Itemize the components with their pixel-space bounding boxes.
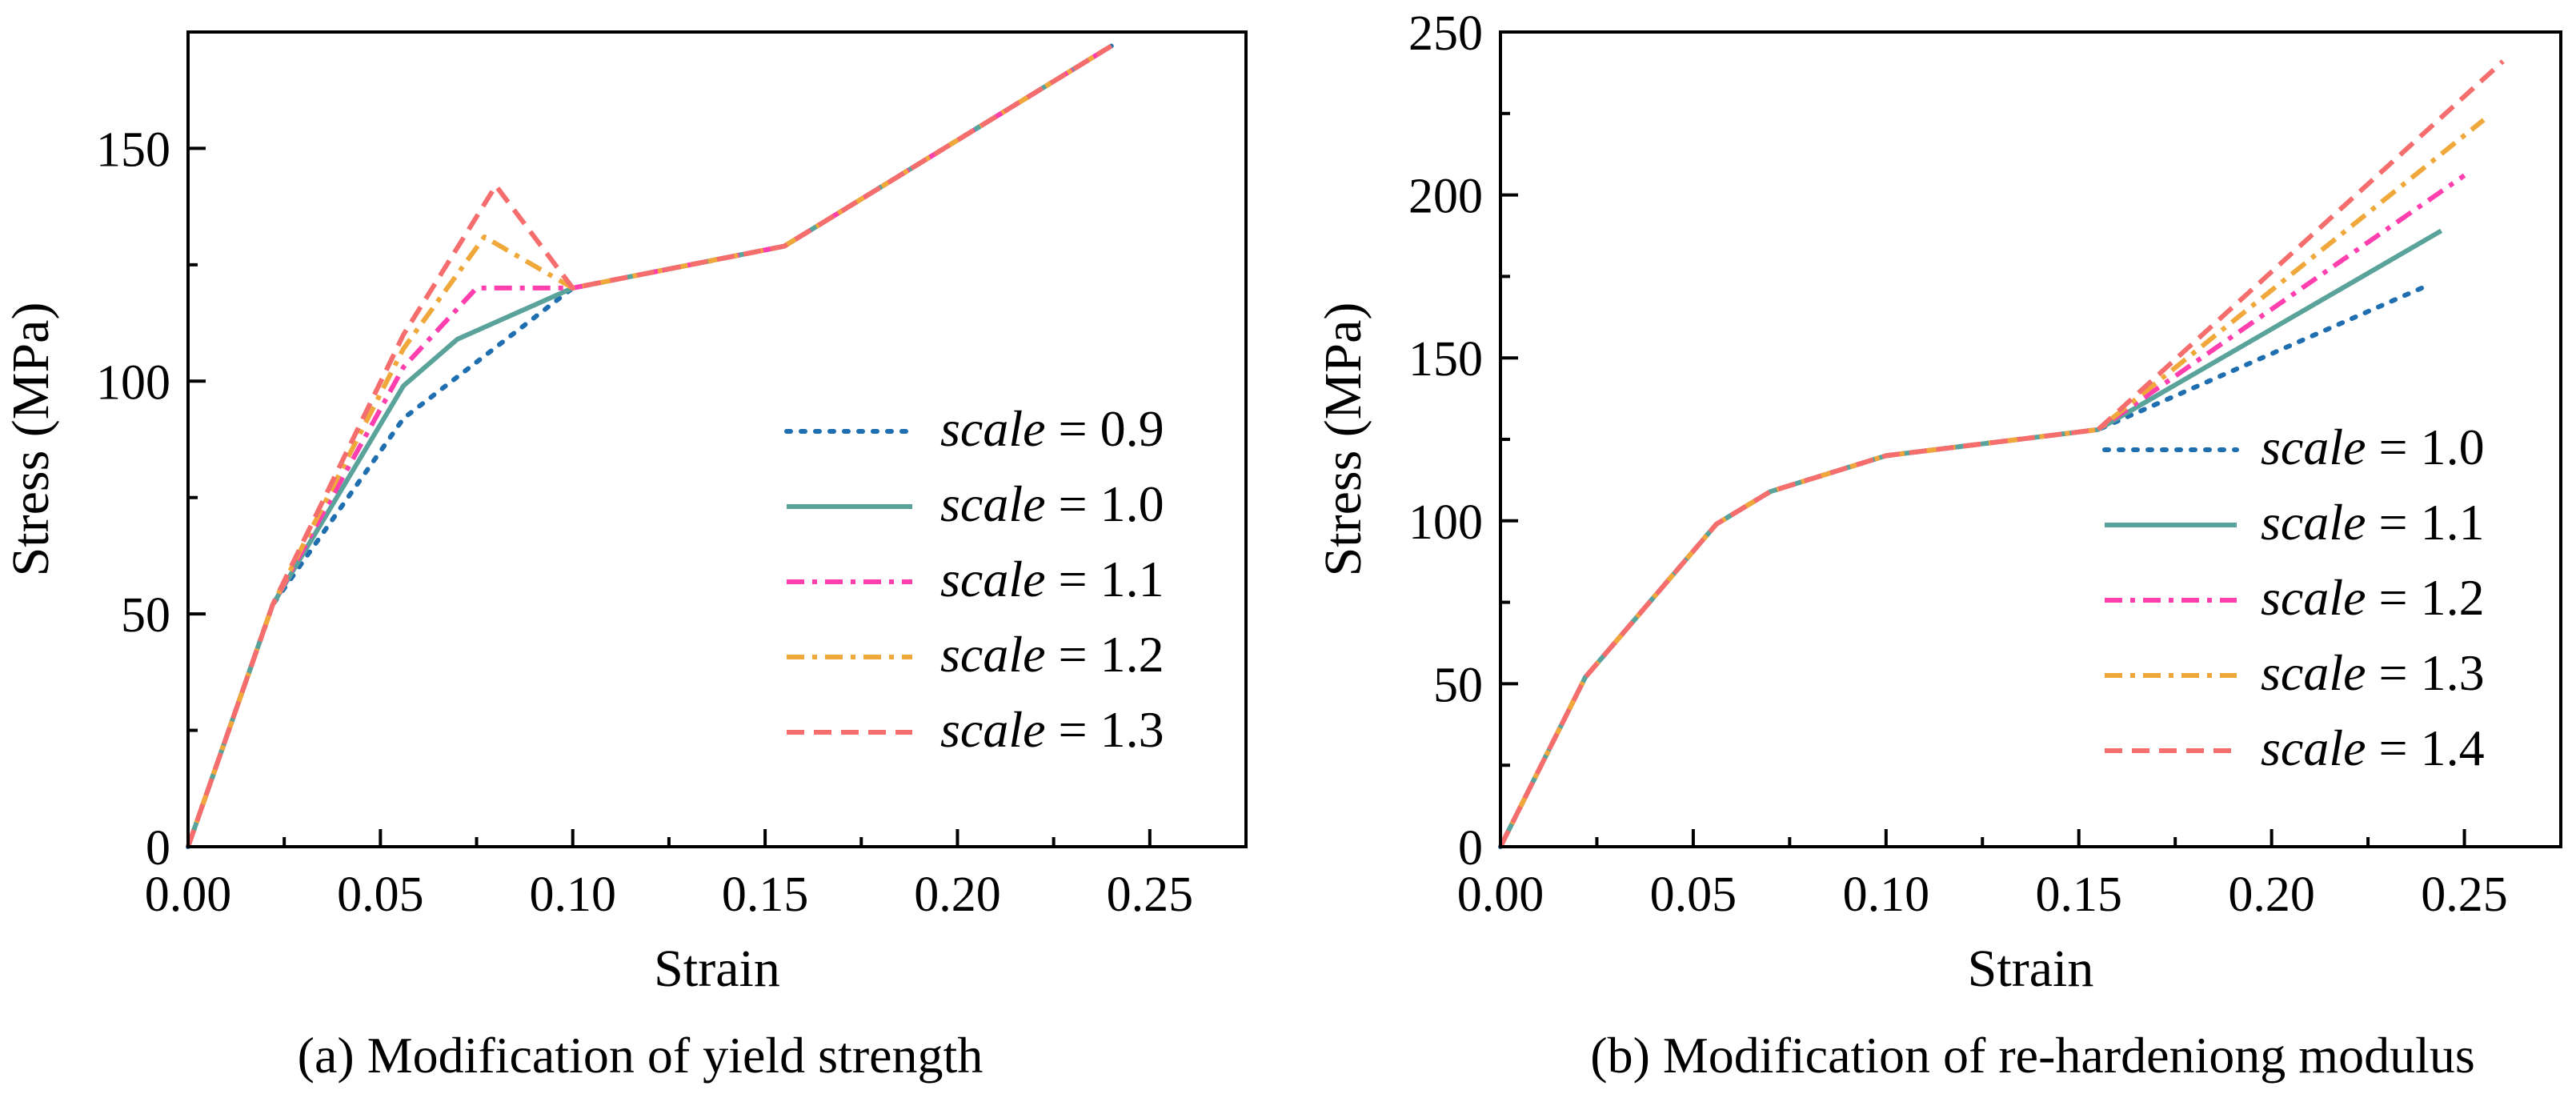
legend-label-4: scale = 1.3	[2261, 644, 2485, 701]
x-tick-label: 0.15	[2035, 868, 2122, 922]
legend-scale-word: scale	[2261, 569, 2366, 626]
plot-frame	[186, 30, 1248, 848]
y-tick-label: 50	[121, 588, 170, 643]
y-tick-label: 100	[1408, 495, 1483, 550]
legend-label-1: scale = 0.9	[940, 400, 1164, 457]
y-tick-label: 0	[1458, 821, 1483, 876]
legend-scale-word: scale	[2261, 419, 2366, 475]
y-tick-label: 200	[1408, 170, 1483, 224]
legend-scale-word: scale	[940, 626, 1046, 683]
x-tick-label: 0.00	[1457, 868, 1544, 922]
x-tick-label: 0.20	[2228, 868, 2315, 922]
legend-scale-word: scale	[2261, 719, 2366, 776]
legend-scale-value: = 1.1	[2366, 494, 2485, 551]
legend-scale-value: = 1.2	[1046, 626, 1164, 683]
legend-label-5: scale = 1.3	[940, 701, 1164, 758]
legend-scale-value: = 1.0	[1046, 475, 1164, 532]
legend-scale-word: scale	[2261, 494, 2366, 551]
y-axis-label: Stress (MPa)	[1314, 303, 1372, 577]
x-tick-label: 0.25	[1107, 868, 1194, 922]
y-tick-label: 100	[96, 355, 170, 410]
legend-scale-word: scale	[940, 400, 1046, 457]
x-tick-label: 0.05	[1650, 868, 1737, 922]
chart-panel-a: 0.00 0.05 0.10 0.15 0.20 0.25 0 50 100 150 Strain S…	[2, 30, 1248, 1084]
legend-scale-word: scale	[2261, 644, 2366, 701]
x-tick-label: 0.25	[2421, 868, 2508, 922]
y-tick-label: 150	[1408, 332, 1483, 387]
y-tick-label: 0	[146, 821, 170, 876]
legend-label-5: scale = 1.4	[2261, 719, 2485, 776]
legend-label-3: scale = 1.1	[940, 551, 1164, 607]
x-tick-label: 0.00	[145, 868, 232, 922]
y-tick-label: 250	[1408, 6, 1483, 61]
legend-scale-word: scale	[940, 551, 1046, 607]
legend-label-1: scale = 1.0	[2261, 419, 2485, 475]
x-tick-label: 0.10	[1843, 868, 1930, 922]
x-tick-label: 0.05	[337, 868, 424, 922]
legend-scale-value: = 1.2	[2366, 569, 2485, 626]
x-axis-label: Strain	[1968, 940, 2094, 998]
legend-label-2: scale = 1.1	[2261, 494, 2485, 551]
legend-scale-value: = 1.3	[1046, 701, 1164, 758]
x-tick-label: 0.15	[722, 868, 809, 922]
legend-label-3: scale = 1.2	[2261, 569, 2485, 626]
chart-caption: (a) Modification of yield strength	[298, 1027, 984, 1084]
legend-scale-value: = 1.1	[1046, 551, 1164, 607]
legend-scale-value: = 0.9	[1046, 400, 1164, 457]
series-line-2	[1498, 228, 2443, 848]
legend-scale-value: = 1.4	[2366, 719, 2485, 776]
legend-scale-value: = 1.3	[2366, 644, 2485, 701]
x-tick-label: 0.20	[914, 868, 1001, 922]
legend-label-2: scale = 1.0	[940, 475, 1164, 532]
legend-label-4: scale = 1.2	[940, 626, 1164, 683]
x-axis-label: Strain	[654, 940, 780, 998]
series-line-5	[186, 43, 1113, 848]
chart-caption: (b) Modification of re-hardeniong modulu…	[1590, 1027, 2475, 1084]
y-axis-label: Stress (MPa)	[2, 303, 60, 577]
legend-scale-word: scale	[940, 701, 1046, 758]
legend-scale-word: scale	[940, 475, 1046, 532]
y-tick-label: 50	[1433, 658, 1483, 712]
y-tick-label: 150	[96, 122, 170, 177]
x-tick-label: 0.10	[529, 868, 616, 922]
chart-panel-b: 0.00 0.05 0.10 0.15 0.20 0.25 0 50 100 150 200 250 S…	[1314, 6, 2562, 1084]
legend-scale-value: = 1.0	[2366, 419, 2485, 475]
